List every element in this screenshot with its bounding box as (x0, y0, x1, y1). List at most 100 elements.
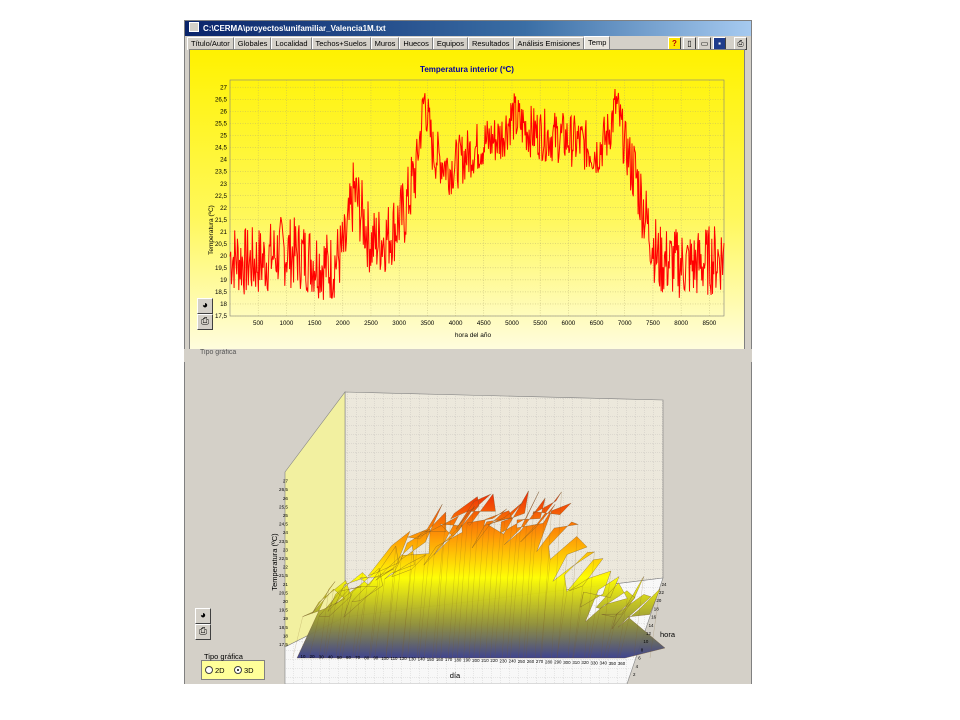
tab-techos-suelos[interactable]: Techos+Suelos (311, 37, 371, 50)
tab-localidad[interactable]: Localidad (271, 37, 312, 50)
surface-ridge (567, 524, 579, 659)
y-tick-label: 20,5 (215, 241, 228, 248)
app-window: C:\CERMA\proyectos\unifamiliar_Valencia1… (184, 20, 752, 362)
x-axis-label: hora del año (455, 332, 492, 339)
overlap-ghost-text: Tipo gráfica (200, 349, 237, 356)
chart-color-icon[interactable]: ◕ (197, 298, 213, 314)
surface-ridge (370, 576, 381, 659)
z-tick-label: 21,5 (279, 573, 288, 578)
z-tick-label: 26,5 (279, 487, 288, 492)
x-tick-label: 2000 (336, 320, 350, 327)
surface-ridge (354, 598, 365, 659)
z-tick-label: 18,5 (279, 625, 288, 630)
y-tick-label: 19,5 (215, 265, 228, 272)
tab-equipos[interactable]: Equipos (432, 37, 468, 50)
surface-ridge (424, 554, 435, 659)
surface-ridge (335, 580, 346, 659)
x-tick-label-3d: 240 (509, 659, 517, 664)
x-tick-label-3d: 220 (490, 658, 498, 663)
tab-resultados[interactable]: Resultados (467, 37, 514, 50)
chart-type-selector: Tipo gráfica 2D 3D (201, 652, 265, 680)
x-tick-label: 6500 (590, 320, 604, 327)
chart-3d-window: 17,5 18 18,5 19 19,5 20 20,5 21 21,5 22 22,5 23 23,5… (184, 362, 752, 684)
surface-ridge (501, 518, 513, 659)
surface-ridge (308, 616, 320, 659)
radio-3d-dot[interactable] (234, 666, 242, 674)
x-tick-label-3d: 300 (563, 660, 571, 665)
x-tick-label-3d: 200 (472, 658, 480, 663)
z-tick-label: 22,5 (279, 556, 288, 561)
surface-ridge (452, 532, 463, 659)
x-tick-label-3d: 70 (355, 655, 360, 660)
y-tick-label: 25 (220, 133, 227, 140)
surface-ridge (541, 510, 552, 659)
surface-ridge (485, 511, 496, 659)
z-tick-label: 25 (283, 513, 289, 518)
x-tick-label: 3000 (392, 320, 406, 327)
x-tick-label: 1500 (308, 320, 322, 327)
toolbar: ? ▯ ▭ ▪ ⎙ (666, 37, 747, 51)
y-tick-label: 22 (220, 205, 227, 212)
tab-huecos[interactable]: Huecos (399, 37, 433, 50)
surface-ridge (540, 559, 551, 659)
z-tick-label: 17,5 (279, 642, 288, 647)
save-icon[interactable]: ▪ (713, 37, 726, 50)
chart-color-icon-3d[interactable]: ◕ (195, 608, 211, 624)
x-tick-label-3d: 270 (536, 659, 544, 664)
radio-2d-dot[interactable] (205, 666, 213, 674)
tab-globales[interactable]: Globales (233, 37, 272, 50)
chart-type-legend: Tipo gráfica (204, 652, 243, 661)
surface-ridge (525, 527, 537, 659)
z-tick-label: 25,5 (279, 504, 288, 509)
x-tick-label: 7000 (618, 320, 632, 327)
radio-2d[interactable]: 2D (205, 666, 225, 675)
surface-ridge (479, 525, 490, 659)
surface-ridge (510, 528, 521, 659)
window-title: C:\CERMA\proyectos\unifamiliar_Valencia1… (203, 24, 386, 33)
radio-3d-label: 3D (244, 666, 254, 675)
surface-ridge (416, 529, 428, 659)
tab-temp[interactable]: Temp (584, 36, 611, 50)
chart-2d-panel: Temperatura interior (ºC) 17,5 18 18,5 19 19… (189, 49, 745, 353)
title-bar: C:\CERMA\proyectos\unifamiliar_Valencia1… (185, 21, 751, 36)
z-tick-label: 22 (283, 565, 289, 570)
x-tick-label-3d: 190 (463, 658, 471, 663)
y-tick-label: 23 (220, 181, 227, 188)
printer-icon[interactable]: ⎙ (197, 314, 213, 330)
surface-ridge (556, 591, 567, 659)
y-tick-label-3d: 12 (646, 631, 651, 636)
tab-titulo-autor[interactable]: Título/Autor (187, 37, 234, 50)
tab-strip: Título/Autor Globales Localidad Techos+S… (187, 36, 611, 50)
surface-ridge (432, 545, 443, 659)
surface-ridge (338, 589, 350, 659)
y-tick-label: 20 (220, 253, 227, 260)
x-axis-label-3d: día (450, 671, 461, 680)
x-tick-label: 8500 (702, 320, 716, 327)
z-tick-label: 18 (283, 633, 289, 638)
z-tick-label: 19 (283, 616, 289, 621)
x-tick-label-3d: 170 (445, 657, 453, 662)
x-tick-label-3d: 280 (545, 659, 553, 664)
x-tick-label: 6000 (561, 320, 575, 327)
z-tick-label: 27 (283, 479, 289, 484)
y-axis-label-3d: hora (660, 630, 676, 639)
y-tick-label: 24,5 (215, 145, 228, 152)
surface-ridge (551, 491, 562, 659)
y-tick-label: 21 (220, 229, 227, 236)
z-tick-label: 21 (283, 582, 289, 587)
radio-3d[interactable]: 3D (234, 666, 254, 675)
surface-ridge (649, 588, 661, 659)
x-tick-label: 7500 (646, 320, 660, 327)
tab-analisis-emisiones[interactable]: Análisis Emisiones (513, 37, 585, 50)
x-tick-label-3d: 290 (554, 660, 562, 665)
y-tick-label-3d: 4 (636, 664, 639, 669)
y-tick-label: 23,5 (215, 169, 228, 176)
z-tick-label: 26 (283, 496, 289, 501)
x-tick-label: 5500 (533, 320, 547, 327)
printer-icon-3d[interactable]: ⎙ (195, 624, 211, 640)
surface-ridge (518, 490, 529, 659)
y-tick-label: 22,5 (215, 193, 228, 200)
tab-muros[interactable]: Muros (370, 37, 400, 50)
y-tick-label-3d: 18 (654, 606, 659, 611)
x-tick-label-3d: 260 (527, 659, 535, 664)
